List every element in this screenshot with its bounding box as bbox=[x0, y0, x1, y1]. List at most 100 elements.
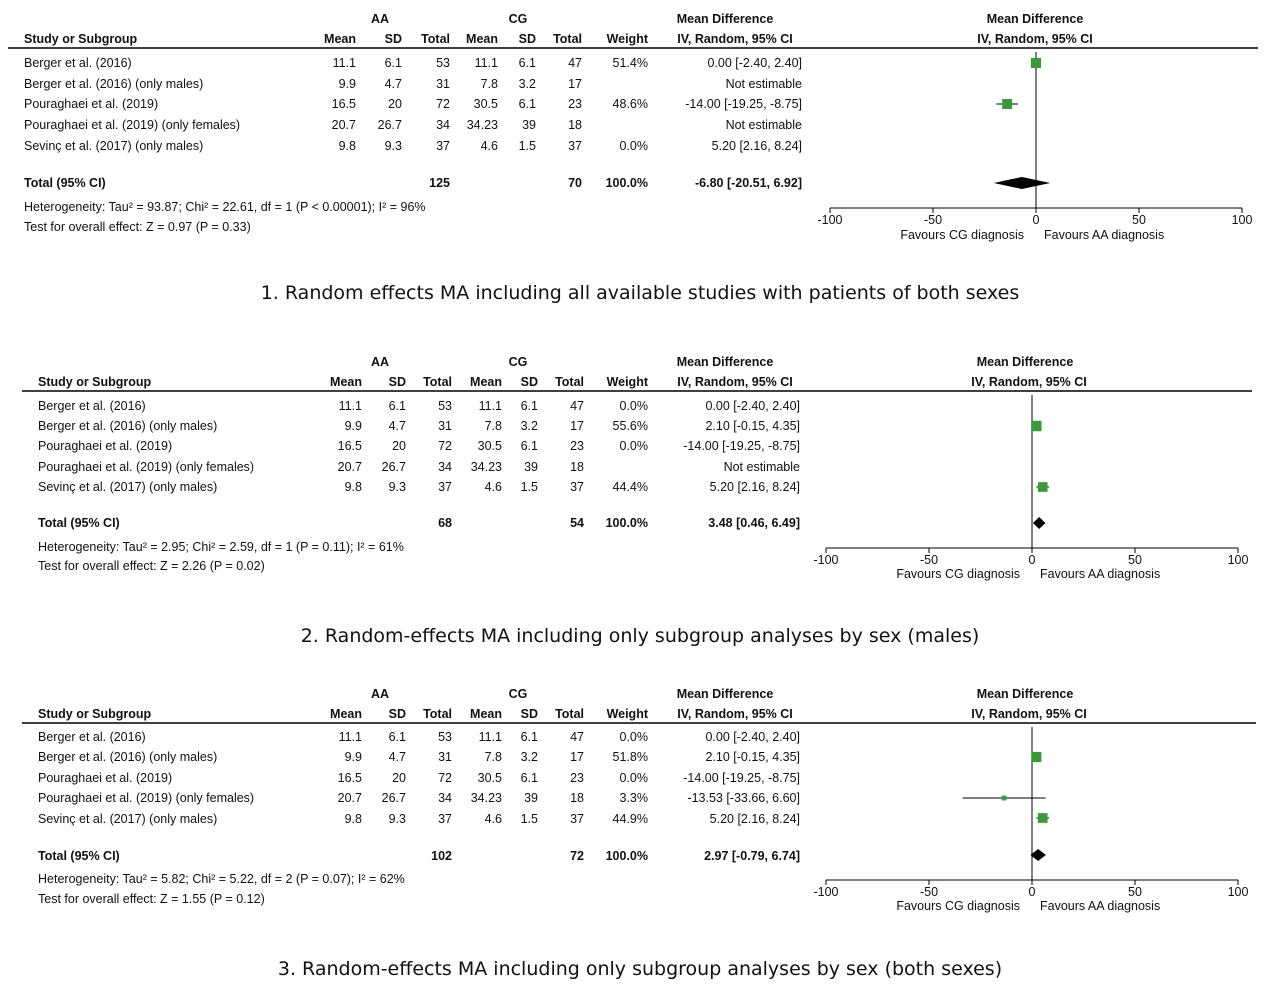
heterogeneity-text: Heterogeneity: Tau² = 93.87; Chi² = 22.6… bbox=[24, 200, 426, 214]
a-sd: 9.3 bbox=[384, 139, 402, 153]
x-tick-label: -50 bbox=[920, 553, 938, 567]
a-mean: 9.9 bbox=[344, 419, 362, 433]
col-a-sd: SD bbox=[384, 32, 402, 46]
x-tick-label: -50 bbox=[920, 885, 938, 899]
b-mean: 11.1 bbox=[478, 730, 502, 744]
group-b-label: CG bbox=[508, 687, 528, 701]
plot-md-title: Mean Difference bbox=[986, 12, 1084, 26]
b-mean: 11.1 bbox=[474, 56, 498, 70]
overall-effect-text: Test for overall effect: Z = 1.55 (P = 0… bbox=[38, 892, 265, 906]
a-sd: 20 bbox=[392, 771, 406, 785]
col-weight: Weight bbox=[606, 375, 648, 389]
heterogeneity-text: Heterogeneity: Tau² = 2.95; Chi² = 2.59,… bbox=[38, 540, 404, 554]
a-total: 31 bbox=[438, 750, 452, 764]
x-tick-label: 0 bbox=[1029, 885, 1036, 899]
b-total: 18 bbox=[570, 460, 584, 474]
a-total: 34 bbox=[438, 791, 452, 805]
study-marker bbox=[1002, 99, 1013, 109]
plot-md-method: IV, Random, 95% CI bbox=[971, 707, 1087, 721]
b-sd: 3.2 bbox=[520, 750, 538, 764]
b-mean: 4.6 bbox=[484, 480, 502, 494]
a-total: 53 bbox=[438, 399, 452, 413]
b-sd: 3.2 bbox=[520, 419, 538, 433]
caption: 1. Random effects MA including all avail… bbox=[260, 282, 1020, 304]
weight: 0.0% bbox=[619, 139, 649, 153]
col-a-mean: Mean bbox=[330, 707, 362, 721]
col-md-method: IV, Random, 95% CI bbox=[677, 375, 793, 389]
b-total: 18 bbox=[570, 791, 584, 805]
total-ci-text: 3.48 [0.46, 6.49] bbox=[708, 516, 800, 530]
b-total: 23 bbox=[570, 771, 584, 785]
ci-text: -14.00 [-19.25, -8.75] bbox=[683, 439, 800, 453]
study-name: Sevinç et al. (2017) (only males) bbox=[38, 480, 218, 494]
weight: 51.4% bbox=[612, 56, 648, 70]
total-label: Total (95% CI) bbox=[24, 176, 106, 190]
a-sd: 6.1 bbox=[388, 730, 406, 744]
group-a-label: AA bbox=[370, 687, 390, 701]
weight: 0.0% bbox=[619, 399, 649, 413]
col-weight: Weight bbox=[606, 707, 648, 721]
col-b-mean: Mean bbox=[470, 375, 502, 389]
a-sd: 9.3 bbox=[388, 812, 406, 826]
b-mean: 30.5 bbox=[477, 771, 502, 785]
total-a: 68 bbox=[438, 516, 452, 530]
a-mean: 16.5 bbox=[331, 97, 356, 111]
b-total: 18 bbox=[568, 118, 582, 132]
total-weight: 100.0% bbox=[605, 516, 648, 530]
a-total: 31 bbox=[436, 77, 450, 91]
b-total: 47 bbox=[568, 56, 582, 70]
x-tick-label: 50 bbox=[1132, 213, 1146, 227]
a-total: 72 bbox=[436, 97, 450, 111]
a-mean: 16.5 bbox=[337, 439, 362, 453]
a-total: 37 bbox=[438, 480, 452, 494]
study-name: Berger et al. (2016) (only males) bbox=[24, 77, 204, 91]
study-marker bbox=[1030, 57, 1042, 69]
x-tick-label: 0 bbox=[1033, 213, 1040, 227]
col-weight: Weight bbox=[606, 32, 648, 46]
a-total: 34 bbox=[438, 460, 452, 474]
total-label: Total (95% CI) bbox=[38, 849, 120, 863]
ci-text: 5.20 [2.16, 8.24] bbox=[709, 812, 800, 826]
x-tick-label: -100 bbox=[813, 885, 838, 899]
ci-text: 0.00 [-2.40, 2.40] bbox=[705, 730, 800, 744]
b-total: 17 bbox=[568, 77, 582, 91]
weight: 55.6% bbox=[612, 419, 648, 433]
b-sd: 1.5 bbox=[520, 812, 538, 826]
b-sd: 39 bbox=[522, 118, 536, 132]
x-tick-label: -100 bbox=[813, 553, 838, 567]
a-mean: 16.5 bbox=[337, 771, 362, 785]
group-a-label: AA bbox=[370, 355, 390, 369]
a-total: 72 bbox=[438, 439, 452, 453]
b-sd: 6.1 bbox=[520, 399, 538, 413]
b-mean: 11.1 bbox=[478, 399, 502, 413]
col-a-mean: Mean bbox=[324, 32, 356, 46]
weight: 44.9% bbox=[612, 812, 648, 826]
col-b-total: Total bbox=[555, 707, 584, 721]
col-a-sd: SD bbox=[388, 375, 406, 389]
a-mean: 9.9 bbox=[344, 750, 362, 764]
b-total: 47 bbox=[570, 730, 584, 744]
md-title: Mean Difference bbox=[676, 687, 774, 701]
favours-right-label: Favours AA diagnosis bbox=[1044, 228, 1164, 242]
b-mean: 30.5 bbox=[477, 439, 502, 453]
total-ci-text: 2.97 [-0.79, 6.74] bbox=[704, 849, 800, 863]
ci-text: Not estimable bbox=[725, 118, 802, 132]
forest-panel-1: AA CG Mean Difference Mean Difference St… bbox=[0, 0, 1280, 330]
forest-plot: -100 -50 0 50 100 Favours CG diagnosis Favours… bbox=[22, 390, 1252, 581]
weight: 48.6% bbox=[612, 97, 648, 111]
total-b: 70 bbox=[568, 176, 582, 190]
study-name: Sevinç et al. (2017) (only males) bbox=[24, 139, 204, 153]
b-mean: 34.23 bbox=[470, 460, 502, 474]
col-b-total: Total bbox=[555, 375, 584, 389]
col-a-mean: Mean bbox=[330, 375, 362, 389]
study-name: Pouraghaei et al. (2019) (only females) bbox=[38, 791, 255, 805]
a-sd: 6.1 bbox=[384, 56, 402, 70]
col-a-sd: SD bbox=[388, 707, 406, 721]
caption: 2. Random-effects MA including only subg… bbox=[300, 625, 980, 647]
ci-text: -14.00 [-19.25, -8.75] bbox=[683, 771, 800, 785]
col-md-method: IV, Random, 95% CI bbox=[677, 32, 793, 46]
study-name: Pouraghaei et al. (2019) bbox=[38, 771, 173, 785]
a-sd: 6.1 bbox=[388, 399, 406, 413]
b-total: 17 bbox=[570, 419, 584, 433]
study-name: Pouraghaei et al. (2019) (only females) bbox=[38, 460, 255, 474]
